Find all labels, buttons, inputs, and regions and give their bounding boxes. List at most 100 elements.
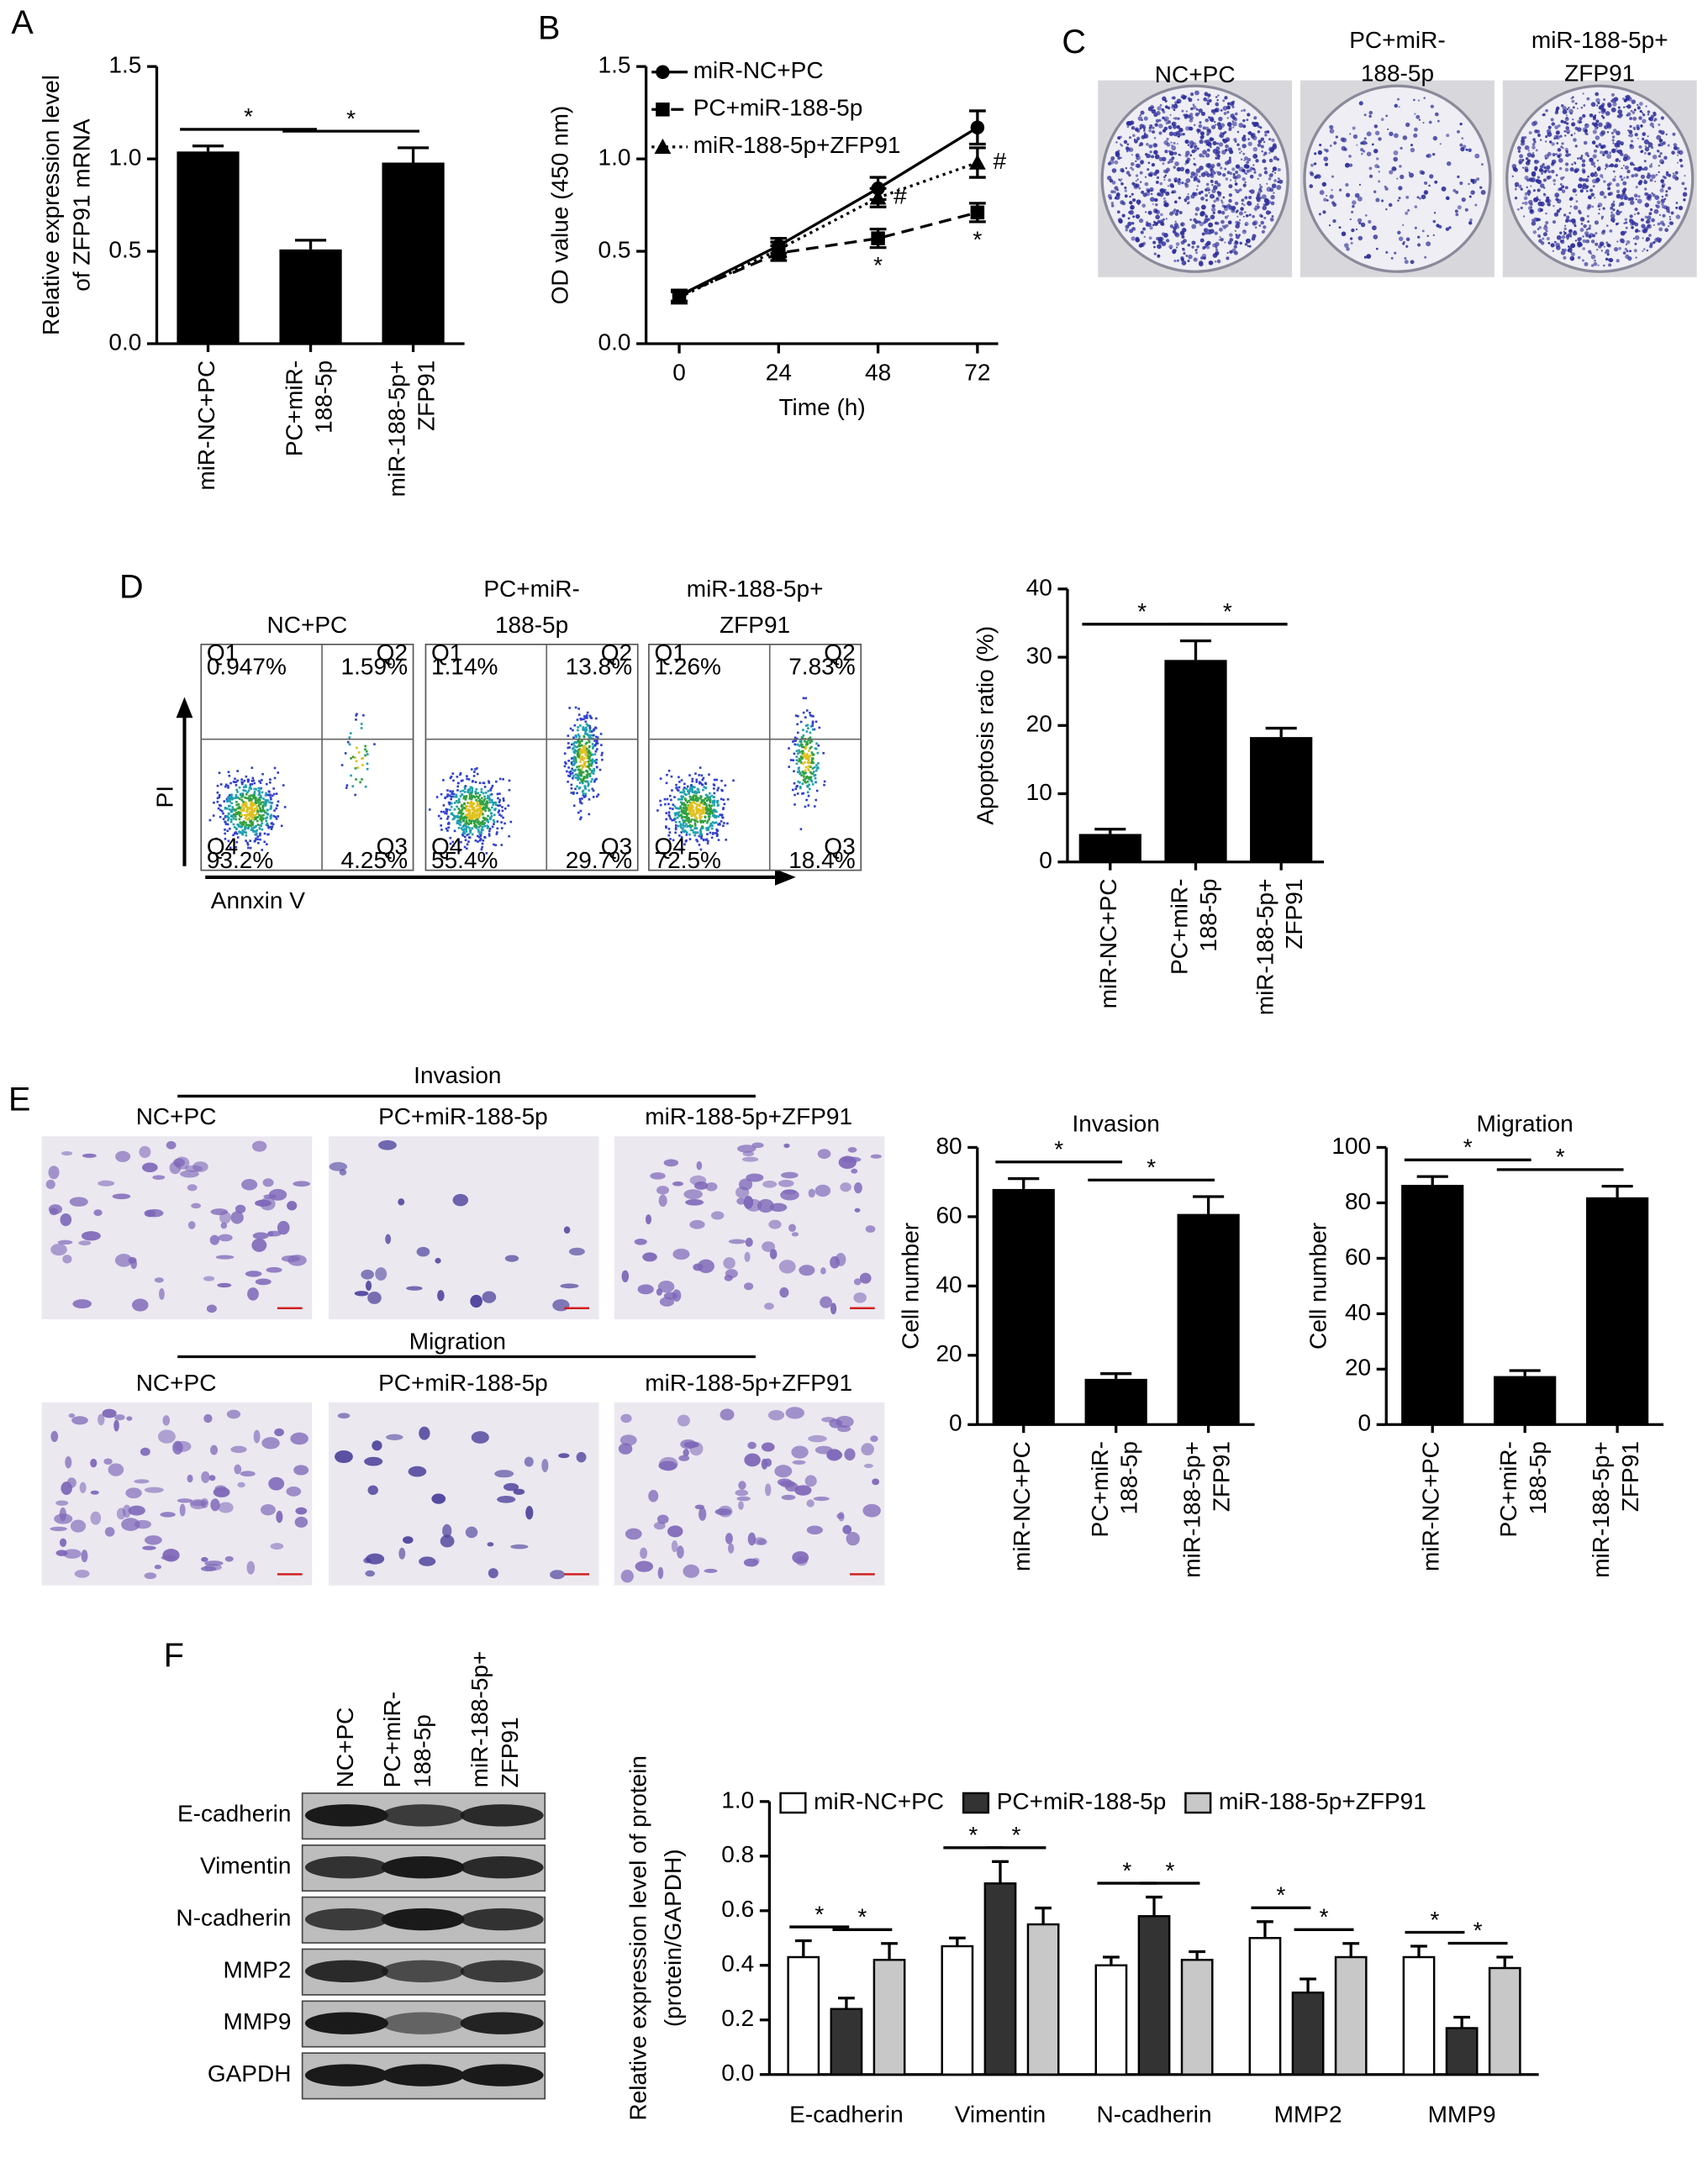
y-axis-title: Cell number (898, 1223, 924, 1350)
cell-dot (574, 758, 577, 761)
cell-dot (490, 798, 493, 802)
cell-dot (461, 809, 463, 812)
colony (1531, 221, 1537, 226)
cell-dot (811, 757, 814, 760)
colony (1424, 255, 1427, 259)
cell-dot (590, 717, 593, 719)
colony (1258, 187, 1262, 192)
colony (1136, 178, 1139, 181)
cell-dot (240, 825, 244, 829)
cell-dot (713, 787, 715, 790)
cell (738, 1178, 753, 1191)
cell-dot (251, 793, 255, 797)
cell (720, 1408, 735, 1421)
cell-dot (698, 809, 701, 813)
quadrant-value: 0.947% (207, 653, 287, 679)
colony (1120, 167, 1125, 173)
colony (1421, 229, 1425, 233)
cell (365, 1280, 372, 1292)
colony (1169, 224, 1174, 229)
colony (1629, 117, 1633, 121)
colony (1573, 229, 1577, 234)
x-tick-label: 24 (766, 360, 792, 386)
cell-dot (471, 811, 474, 814)
colony (1555, 174, 1558, 176)
cell-dot (586, 717, 588, 719)
cell-dot (814, 805, 816, 808)
colony (1225, 144, 1229, 149)
cell-dot (585, 723, 588, 726)
cell (63, 1549, 82, 1559)
cell-dot (695, 839, 698, 841)
colony (1531, 121, 1537, 127)
cell-dot (700, 802, 703, 805)
cell-dot (240, 795, 244, 798)
cell-dot (240, 805, 244, 808)
cell-dot (805, 798, 808, 802)
colony (1579, 177, 1584, 182)
y-tick-label: 30 (1026, 642, 1052, 668)
colony (1629, 133, 1633, 138)
cell (403, 1536, 414, 1545)
colony (1640, 218, 1644, 222)
cell-dot (464, 824, 467, 828)
significance-label: * (1147, 1154, 1156, 1180)
colony (1593, 122, 1599, 128)
colony (1398, 197, 1401, 200)
colony (1120, 178, 1123, 181)
cell (791, 1445, 809, 1459)
cell-dot (794, 787, 798, 791)
cell-dot (500, 827, 503, 829)
cell-dot (496, 792, 499, 796)
colony (1266, 182, 1268, 185)
colony (1566, 215, 1570, 219)
colony (1120, 182, 1124, 186)
colony (1620, 239, 1626, 244)
colony (1555, 108, 1559, 112)
colony (1160, 213, 1163, 217)
cell-dot (474, 790, 477, 793)
colony (1226, 117, 1229, 119)
cell-dot (235, 803, 238, 807)
colony (1572, 118, 1574, 121)
cell-dot (456, 782, 460, 785)
cell-dot (711, 802, 714, 804)
cell-dot (700, 801, 704, 804)
cell-dot (807, 739, 810, 742)
cell-dot (465, 809, 468, 813)
cell (172, 1440, 183, 1455)
cell-dot (449, 842, 452, 845)
colony (1216, 142, 1220, 145)
cell-dot (239, 807, 242, 809)
cell-dot (695, 810, 698, 813)
colony (1158, 156, 1163, 161)
colony (1210, 174, 1215, 178)
cell-dot (445, 808, 448, 811)
cell-dot (802, 734, 805, 737)
cell-dot (472, 818, 474, 820)
cell-dot (584, 792, 588, 795)
colony (1429, 174, 1434, 179)
colony (1131, 205, 1134, 208)
colony (1348, 155, 1352, 158)
significance-label: * (968, 1822, 978, 1848)
cell-dot (486, 824, 488, 828)
colony (1180, 94, 1186, 99)
cell-dot (592, 747, 594, 750)
colony (1618, 246, 1621, 250)
cell-dot (458, 811, 461, 813)
colony (1605, 241, 1609, 245)
cell-dot (709, 822, 713, 825)
cell-dot (811, 754, 814, 756)
colony (1522, 215, 1526, 218)
colony (1590, 102, 1596, 108)
colony (1151, 155, 1155, 159)
cell-dot (576, 750, 579, 753)
colony (1242, 203, 1246, 207)
cell-dot (805, 740, 809, 744)
colony (1163, 197, 1166, 200)
colony (1576, 108, 1579, 110)
cell-dot (344, 752, 347, 755)
colony (1314, 152, 1317, 155)
colony (1601, 108, 1606, 113)
